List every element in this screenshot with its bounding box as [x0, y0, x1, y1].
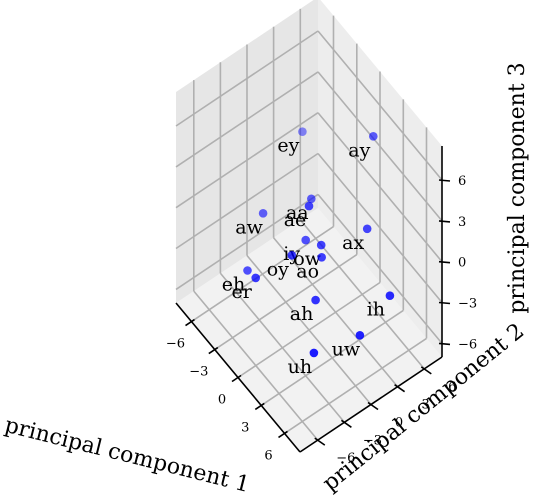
x-tick-mark	[185, 318, 195, 327]
point-label-ae: ae	[284, 209, 307, 231]
x-tick-mark	[208, 346, 219, 355]
z-tick-mark	[438, 179, 451, 182]
gridline-z-back	[317, 30, 443, 181]
y-tick-mark	[420, 366, 432, 375]
point-label-er: er	[232, 281, 253, 303]
z-axis-label: principal component 3	[505, 62, 530, 313]
z-tick-mark	[438, 220, 451, 223]
y-tick-label: −3	[363, 433, 382, 448]
data-point-ay	[369, 132, 378, 141]
z-tick-label: −6	[458, 337, 477, 352]
point-label-ih: ih	[367, 299, 385, 321]
x-axis-label: principal component 1	[2, 413, 252, 496]
data-point-ao	[317, 252, 327, 262]
data-point-eh	[243, 266, 252, 275]
x-axis-ticks: −6 −3 036	[166, 318, 288, 463]
point-label-uw: uw	[332, 338, 361, 360]
data-point-ow	[316, 240, 326, 250]
data-point-aw	[258, 209, 268, 218]
data-point-iy	[301, 235, 311, 245]
z-tick-mark	[438, 342, 451, 346]
point-label-ah: ah	[290, 303, 314, 325]
y-tick-label: 3	[421, 398, 429, 413]
gridline-y-floor	[272, 237, 399, 388]
point-label-ax: ax	[342, 232, 364, 254]
point-label-uh: uh	[288, 356, 312, 378]
y-tick-mark	[340, 419, 352, 428]
y-tick-mark	[314, 437, 326, 446]
data-point-ih	[385, 291, 395, 301]
x-tick-mark	[254, 402, 265, 411]
gridline-z-left	[175, 30, 319, 127]
point-label-oy: oy	[267, 258, 289, 280]
gridline-z-left	[175, 71, 319, 168]
data-point-oy	[287, 251, 297, 260]
data-point-er	[251, 273, 260, 283]
data-point-aa	[307, 194, 316, 204]
data-point-ax	[362, 224, 372, 234]
x-tick-label: −6	[166, 337, 185, 352]
point-label-ao: ao	[296, 260, 319, 282]
point-label-ay: ay	[348, 139, 370, 161]
z-tick-mark	[438, 260, 451, 264]
data-point-uh	[309, 348, 319, 358]
x-tick-mark	[231, 374, 242, 383]
y-tick-label: 6	[448, 380, 456, 395]
z-tick-label: 0	[458, 256, 466, 271]
point-label-aa: aa	[286, 202, 309, 224]
z-tick-mark	[438, 301, 451, 305]
data-point-ah	[311, 295, 320, 305]
data-point-uw	[355, 331, 365, 340]
point-label-ow: ow	[293, 248, 321, 270]
x-tick-label: −3	[189, 365, 208, 380]
data-point-ey	[298, 127, 307, 136]
z-tick-label: 6	[458, 174, 466, 189]
grid-lines	[175, 8, 443, 441]
x-tick-label: 3	[241, 420, 249, 435]
gridline-x-floor	[284, 337, 427, 435]
point-label-ey: ey	[277, 135, 299, 157]
data-point-ae	[304, 201, 314, 211]
y-tick-mark	[394, 384, 406, 393]
point-label-aw: aw	[235, 216, 263, 238]
y-axis-ticks: −6 −3 0 3 6	[314, 366, 456, 466]
x-tick-label: 6	[264, 448, 272, 463]
point-label-eh: eh	[222, 274, 245, 296]
gridline-z-back	[317, 71, 443, 222]
gridline-z-back	[317, 112, 443, 263]
x-tick-label: 0	[218, 393, 226, 408]
y-tick-label: −6	[336, 451, 355, 466]
y-tick-label: 0	[395, 416, 403, 431]
z-tick-label: −3	[458, 297, 477, 312]
x-tick-mark	[278, 430, 288, 439]
z-axis-ticks: −6 −3 0 3 6	[438, 174, 477, 352]
gridline-y-floor	[246, 254, 372, 406]
gridline-x-floor	[260, 309, 404, 407]
gridline-z-left	[175, 112, 319, 209]
y-tick-mark	[367, 401, 379, 411]
z-tick-label: 3	[458, 215, 466, 230]
data-points: eyawaaayiyehaeaxowaooyerahihuwuh	[222, 127, 395, 378]
